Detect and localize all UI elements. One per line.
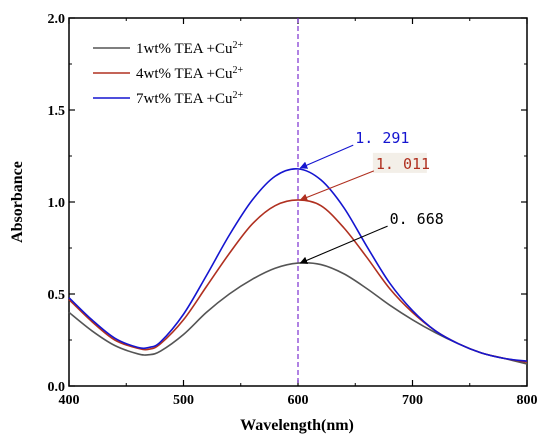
x-axis-title: Wavelength(nm): [240, 417, 354, 434]
y-tick-label: 0.5: [48, 288, 66, 303]
annotations-group: 1. 291 1. 011 0. 668: [299, 129, 444, 264]
y-tick-label: 2.0: [48, 12, 66, 27]
legend-label: 4wt% TEA +Cu2+: [136, 65, 244, 83]
legend-label: 1wt% TEA +Cu2+: [136, 40, 244, 58]
y-tick-label: 0.0: [48, 380, 66, 395]
annotation-arrow: [299, 225, 388, 264]
annotation-label: 1. 011: [376, 155, 430, 173]
series-group: [68, 168, 528, 365]
series-line-3: [68, 168, 528, 362]
legend-label: 7wt% TEA +Cu2+: [136, 90, 244, 108]
x-tick-label: 800: [517, 393, 538, 408]
axes: 400 500 600 700 800 0.0 0.5 1.0 1.5 2.0: [48, 12, 538, 408]
y-tick-label: 1.5: [48, 104, 66, 119]
legend: 1wt% TEA +Cu2+ 4wt% TEA +Cu2+ 7wt% TEA +Cu…: [93, 40, 244, 108]
x-tick-label: 500: [173, 393, 194, 408]
x-tick-label: 400: [59, 393, 80, 408]
annotation-arrow: [299, 144, 354, 169]
annotation-arrow: [299, 170, 375, 202]
x-tick-label: 700: [402, 393, 423, 408]
y-tick-label: 1.0: [48, 196, 66, 211]
series-line-2: [68, 199, 528, 363]
annotation-label: 0. 668: [390, 210, 444, 228]
annotation-highlight: [372, 152, 427, 173]
y-axis-title: Absorbance: [9, 161, 26, 243]
x-tick-label: 600: [288, 393, 309, 408]
annotation-label: 1. 291: [355, 129, 409, 147]
